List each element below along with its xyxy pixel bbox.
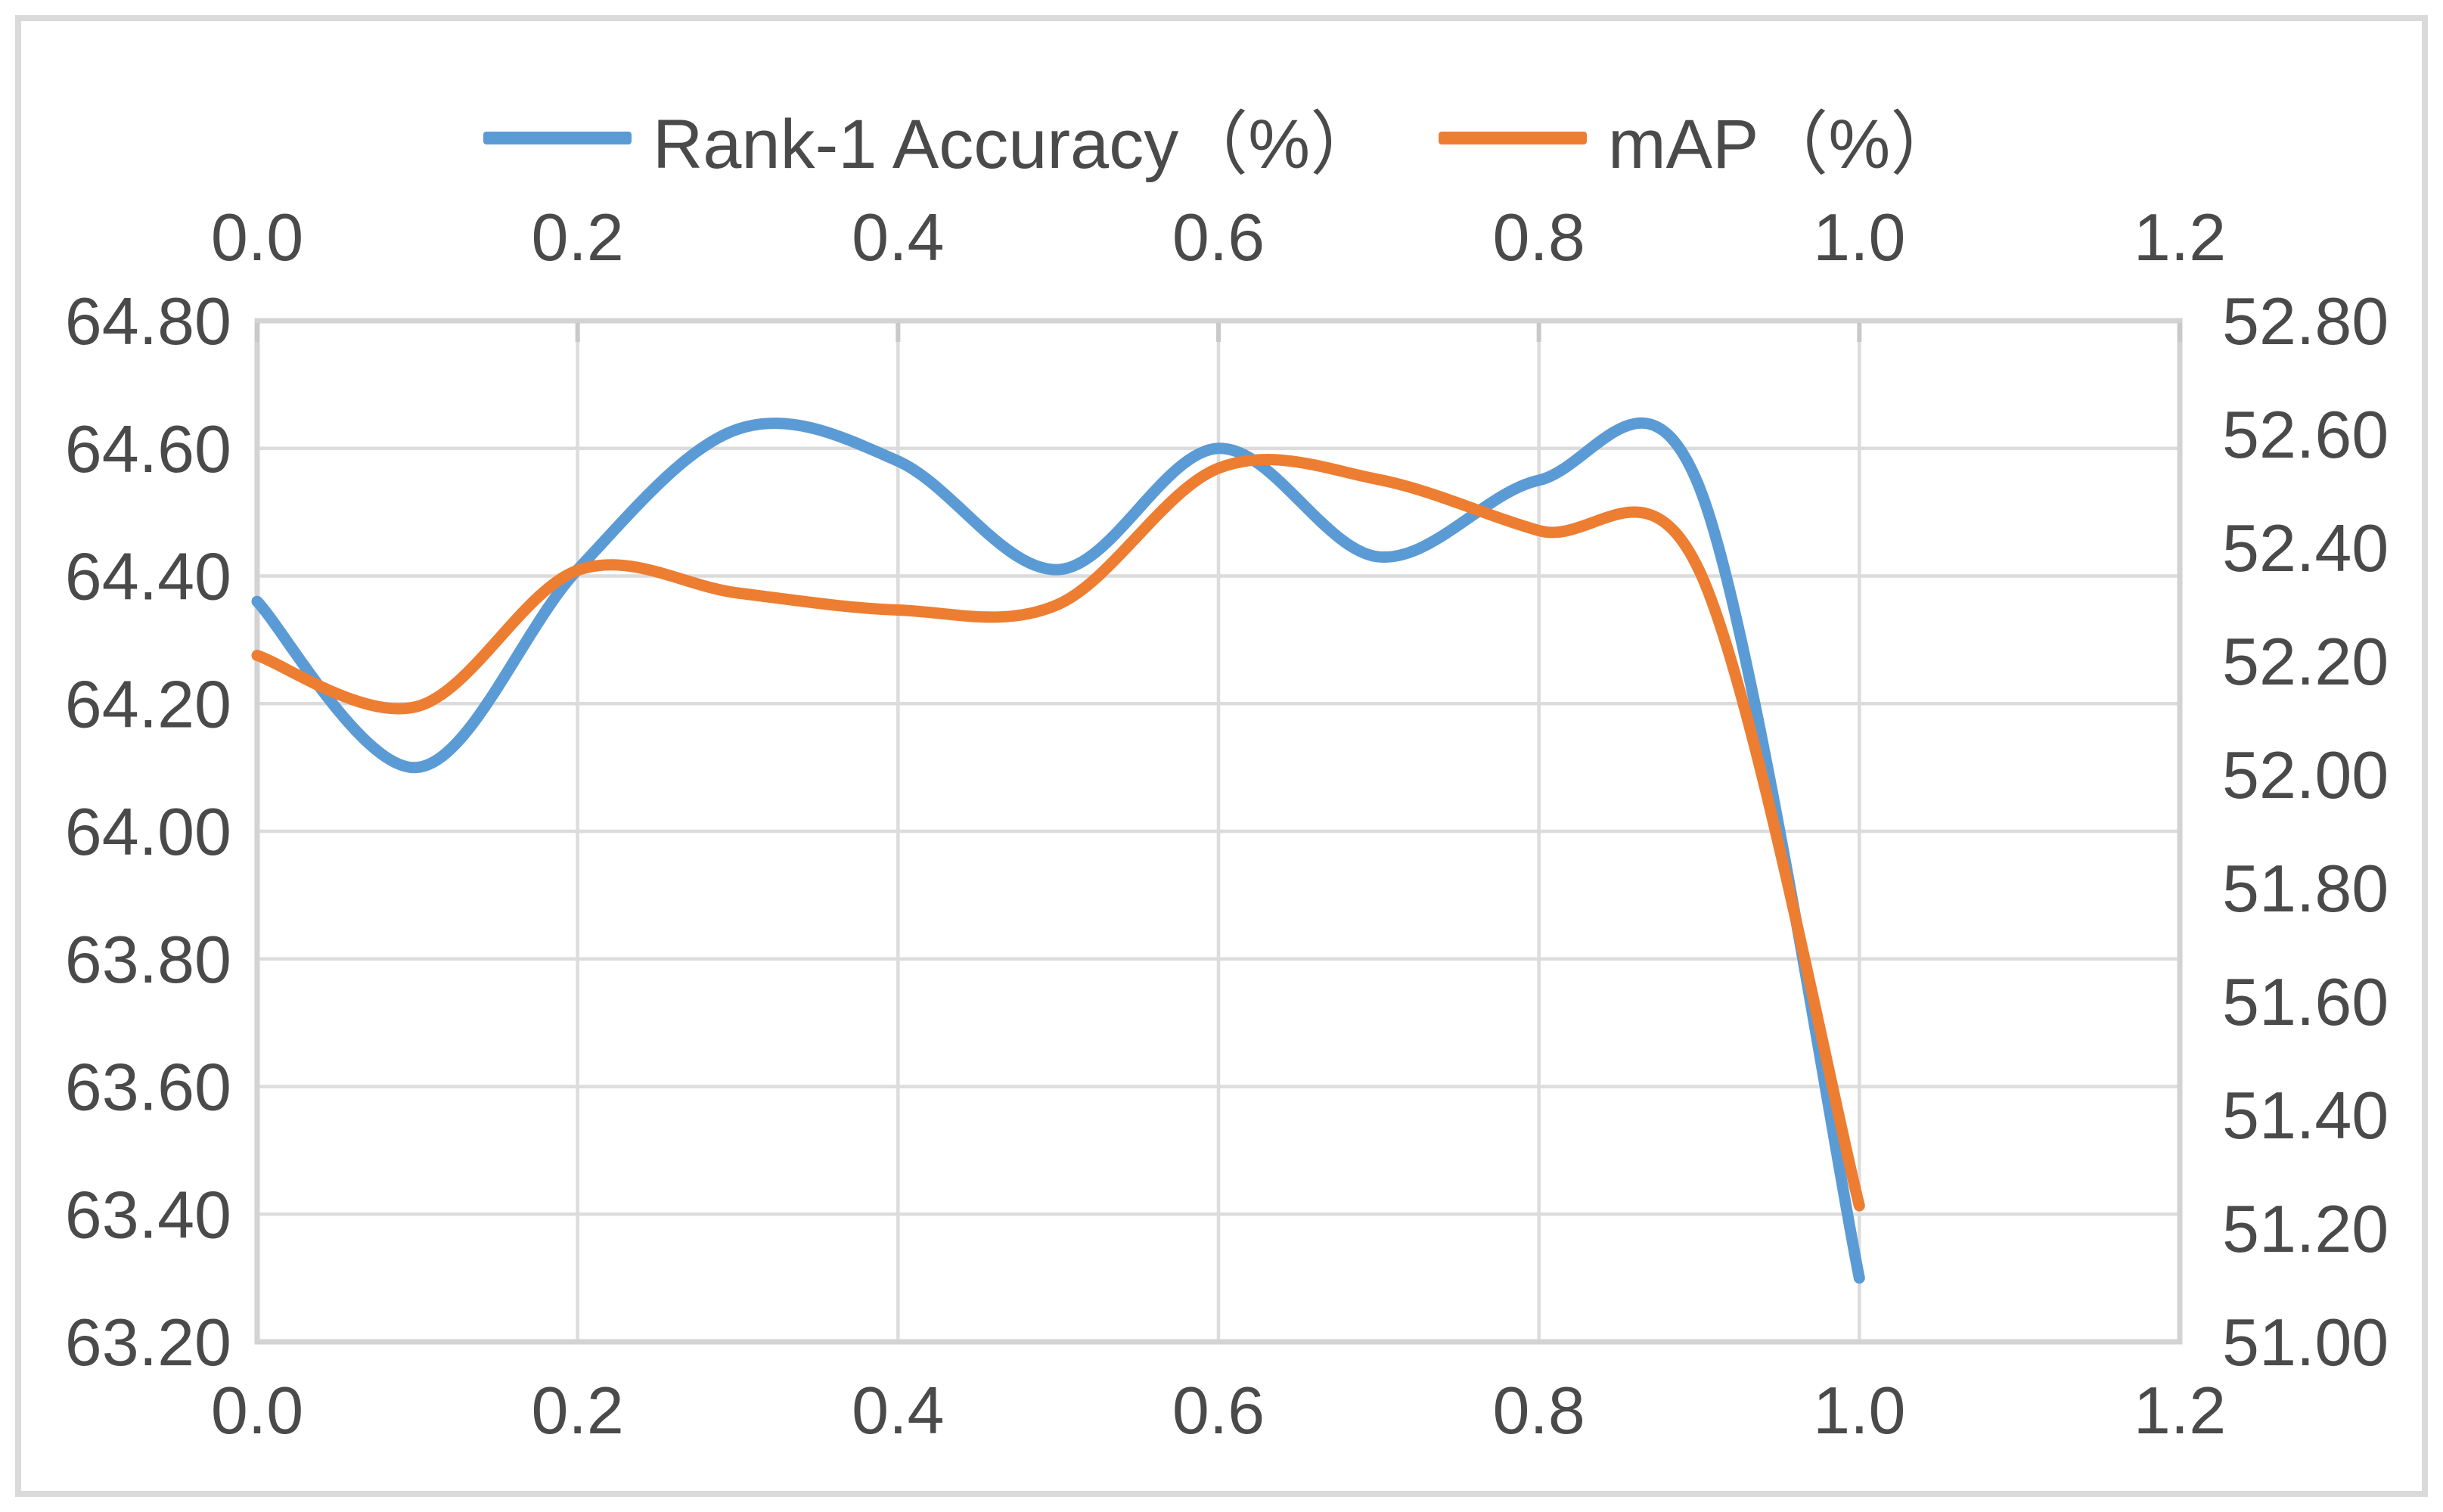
x-tick-label-top: 0.8 [1492, 200, 1585, 275]
y-tick-label-left: 64.00 [65, 794, 231, 869]
y-tick-label-right: 51.20 [2222, 1191, 2389, 1266]
x-tick-label-top: 0.2 [531, 200, 623, 275]
y-tick-label-left: 63.60 [65, 1050, 231, 1125]
y-tick-label-left: 64.80 [65, 284, 231, 359]
x-axis-labels-top: 0.0 0.2 0.4 0.6 0.8 1.0 1.2 [211, 200, 2226, 275]
x-tick-label-bottom: 0.4 [852, 1373, 944, 1448]
legend-item-map: mAP（%） [1439, 88, 1960, 188]
outer-border [15, 15, 2428, 1497]
data-series [251, 417, 1865, 1284]
rank1-line-swatch-icon [483, 132, 632, 144]
y-tick-label-right: 51.40 [2222, 1078, 2389, 1153]
y-tick-label-left: 63.40 [65, 1177, 231, 1252]
y-axis-labels-right: 52.80 52.60 52.40 52.20 52.00 51.80 51.60 51.40… [2222, 284, 2389, 1380]
y-tick-label-left: 63.80 [65, 922, 231, 997]
y-tick-label-left: 64.60 [65, 411, 231, 486]
y-tick-label-left: 64.20 [65, 666, 231, 741]
y-tick-label-right: 52.00 [2222, 737, 2389, 812]
y-axis-labels-left: 64.80 64.60 64.40 64.20 64.00 63.80 63.60 63.40… [65, 284, 231, 1380]
x-tick-label-bottom: 0.8 [1492, 1373, 1585, 1448]
y-tick-label-left: 63.20 [65, 1305, 231, 1380]
x-tick-label-top: 1.2 [2134, 200, 2226, 275]
y-tick-label-right: 51.80 [2222, 851, 2389, 926]
y-tick-label-right: 52.80 [2222, 284, 2389, 359]
y-tick-label-right: 52.20 [2222, 624, 2389, 699]
x-axis-labels-bottom: 0.0 0.2 0.4 0.6 0.8 1.0 1.2 [211, 1373, 2226, 1448]
x-tick-label-bottom: 0.2 [531, 1373, 623, 1448]
x-tick-label-bottom: 0.6 [1172, 1373, 1265, 1448]
x-tick-label-top: 0.4 [852, 200, 944, 275]
axis-ticks [255, 323, 2182, 342]
x-tick-label-bottom: 1.2 [2134, 1373, 2226, 1448]
map-line-swatch-icon [1439, 132, 1588, 144]
legend-item-rank1: Rank-1 Accuracy（%） [483, 88, 1380, 188]
y-tick-label-right: 52.40 [2222, 511, 2389, 585]
y-tick-label-right: 52.60 [2222, 397, 2389, 472]
rank1-legend-label: Rank-1 Accuracy（%） [652, 106, 1380, 183]
y-tick-label-right: 51.00 [2222, 1305, 2389, 1380]
x-tick-label-bottom: 1.0 [1813, 1373, 1905, 1448]
map-legend-label: mAP（%） [1608, 106, 1960, 183]
plot-frame [254, 318, 2183, 1345]
plot-border [254, 318, 2183, 1345]
x-tick-label-top: 1.0 [1813, 200, 1905, 275]
legend: Rank-1 Accuracy（%） mAP（%） [0, 88, 2443, 188]
y-tick-label-left: 64.40 [65, 539, 231, 614]
x-tick-label-bottom: 0.0 [211, 1373, 303, 1448]
map-curve [251, 454, 1865, 1212]
y-tick-label-right: 51.60 [2222, 964, 2389, 1039]
x-tick-label-top: 0.0 [211, 200, 303, 275]
rank1-accuracy-curve [251, 417, 1865, 1284]
x-tick-label-top: 0.6 [1172, 200, 1265, 275]
